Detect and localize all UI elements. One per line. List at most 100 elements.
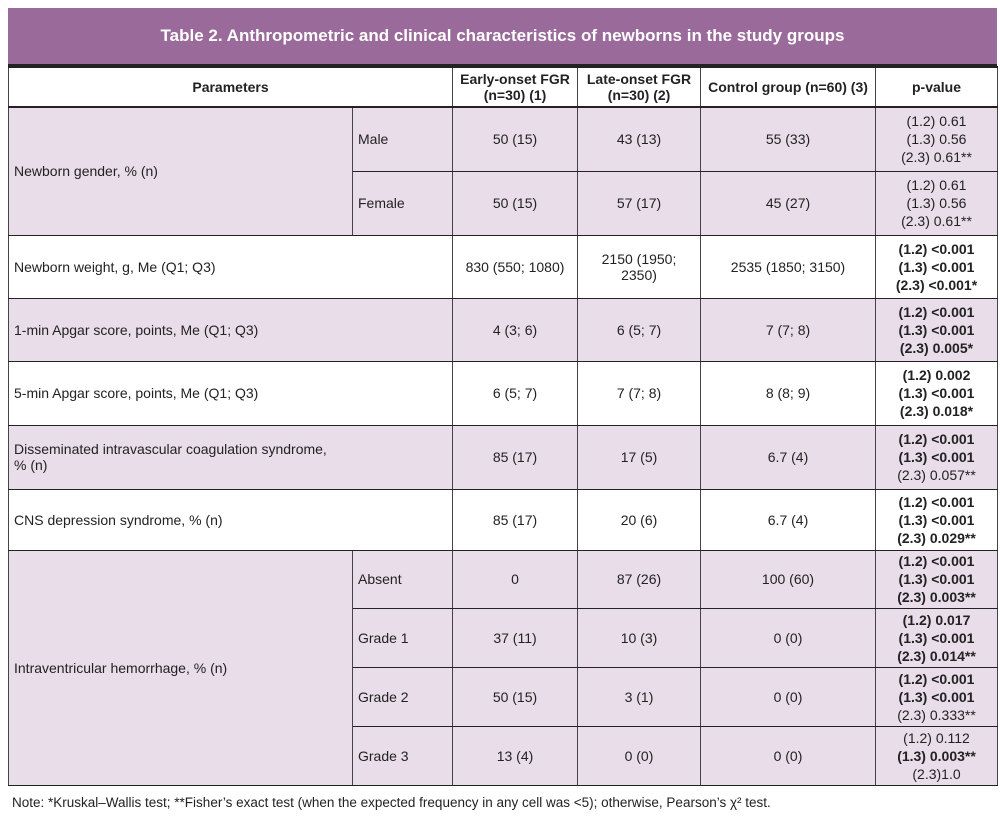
p-value-line: (2.3) <0.001* (895, 276, 978, 293)
table-note: Note: *Kruskal–Wallis test; **Fisher’s e… (12, 795, 771, 810)
column-header: Early-onset FGR (n=30) (1) (452, 66, 578, 108)
p-value-cell: (1.2) <0.001 (1.3) <0.001 (2.3) <0.001* (875, 234, 998, 299)
value-cell: 0 (0) (577, 725, 701, 786)
p-value-line: (1.2) <0.001 (898, 493, 975, 510)
p-value-line: (1.3) <0.001 (898, 571, 975, 587)
value-cell: 85 (17) (452, 424, 578, 490)
p-value-line: (1.2) <0.001 (898, 553, 975, 569)
value-cell: 2150 (1950; 2350) (577, 234, 701, 299)
p-value-cell: (1.2) 0.61 (1.3) 0.56 (2.3) 0.61** (875, 170, 998, 236)
p-value-line: (2.3) 0.057** (897, 467, 976, 483)
value-cell: 6 (5; 7) (577, 297, 701, 362)
p-value-line: (2.3) 0.005* (899, 339, 974, 356)
parameter-cell: Newborn gender, % (n) (8, 106, 353, 236)
value-cell: 45 (27) (700, 170, 876, 236)
p-value-line: (1.3) 0.003** (897, 747, 976, 764)
parameter-cell: Disseminated intravascular coagulation s… (8, 424, 453, 490)
parameter-cell: CNS depression syndrome, % (n) (8, 488, 453, 551)
subgroup-cell: Grade 3 (352, 725, 453, 786)
value-cell: 7 (7; 8) (700, 297, 876, 362)
value-cell: 13 (4) (452, 725, 578, 786)
p-value-line: (2.3)1.0 (912, 765, 961, 782)
p-value-line: (1.3) <0.001 (898, 629, 975, 646)
p-value-line: (1.2) 0.017 (902, 611, 971, 628)
p-value-line: (2.3) 0.333** (897, 706, 976, 723)
p-value-line: (1.3) <0.001 (898, 449, 975, 465)
table-row: Female 50 (15) 57 (17) 45 (27) (1.2) 0.61 (1.… (9, 170, 998, 236)
value-cell: 6 (5; 7) (452, 360, 578, 426)
subgroup-cell: Absent (352, 549, 453, 609)
value-cell: 50 (15) (452, 106, 578, 172)
p-value-line: (1.3) <0.001 (898, 511, 975, 528)
value-cell: 50 (15) (452, 170, 578, 236)
p-value-line: (2.3) 0.029** (897, 529, 976, 546)
value-cell: 0 (0) (700, 607, 876, 668)
value-cell: 10 (3) (577, 607, 701, 668)
value-cell: 100 (60) (700, 549, 876, 609)
value-cell: 87 (26) (577, 549, 701, 609)
table-row: Newborn gender, % (n) Male 50 (15) 43 (13) 5… (8, 106, 998, 236)
p-value-cell: (1.2) 0.112 (1.3) 0.003** (2.3)1.0 (875, 725, 998, 786)
parameter-cell: 1-min Apgar score, points, Me (Q1; Q3) (8, 297, 453, 362)
row-group: Intraventricular hemorrhage, % (n) Absent… (8, 549, 998, 786)
value-cell: 50 (15) (452, 666, 578, 727)
value-cell: 43 (13) (577, 106, 701, 172)
p-value-cell: (1.2) 0.61 (1.3) 0.56 (2.3) 0.61** (875, 106, 998, 172)
table-row: Grade 3 13 (4) 0 (0) 0 (0) (1.2) 0.112 (1.3) … (9, 725, 998, 786)
value-cell: 57 (17) (577, 170, 701, 236)
table-row: Newborn weight, g, Me (Q1; Q3) 830 (550; … (8, 234, 998, 299)
p-value-line: (1.2) 0.61 (906, 177, 967, 193)
table-row: Intraventricular hemorrhage, % (n) Absent… (8, 549, 998, 786)
value-cell: 0 (0) (700, 666, 876, 727)
header-row: Parameters Early-onset FGR (n=30) (1) Late… (8, 66, 998, 108)
p-value-line: (1.3) 0.56 (906, 131, 967, 148)
p-value-line: (1.2) <0.001 (898, 431, 975, 447)
column-header: Parameters (8, 66, 453, 108)
table-row: 5-min Apgar score, points, Me (Q1; Q3) 6 … (8, 360, 998, 426)
value-cell: 37 (11) (452, 607, 578, 668)
row-group: Newborn gender, % (n) Male 50 (15) 43 (13) 5… (8, 106, 998, 236)
value-cell: 0 (0) (700, 725, 876, 786)
p-value-cell: (1.2) <0.001 (1.3) <0.001 (2.3) 0.029** (875, 488, 998, 551)
p-value-cell: (1.2) 0.002 (1.3) <0.001 (2.3) 0.018* (875, 360, 998, 426)
value-cell: 830 (550; 1080) (452, 234, 578, 299)
parameter-cell: 5-min Apgar score, points, Me (Q1; Q3) (8, 360, 453, 426)
value-cell: 17 (5) (577, 424, 701, 490)
value-cell: 4 (3; 6) (452, 297, 578, 362)
p-value-cell: (1.2) <0.001 (1.3) <0.001 (2.3) 0.333** (875, 666, 998, 727)
value-cell: 6.7 (4) (700, 488, 876, 551)
row-group: Newborn weight, g, Me (Q1; Q3) 830 (550; … (8, 234, 998, 299)
p-value-cell: (1.2) <0.001 (1.3) <0.001 (2.3) 0.005* (875, 297, 998, 362)
p-value-line: (1.2) <0.001 (898, 240, 975, 257)
value-cell: 7 (7; 8) (577, 360, 701, 426)
p-value-cell: (1.2) <0.001 (1.3) <0.001 (2.3) 0.057** (875, 424, 998, 490)
p-value-line: (1.3) 0.56 (906, 195, 967, 211)
table: Parameters Early-onset FGR (n=30) (1) Late… (8, 66, 998, 786)
value-cell: 55 (33) (700, 106, 876, 172)
column-header: Late-onset FGR (n=30) (2) (577, 66, 701, 108)
p-value-cell: (1.2) <0.001 (1.3) <0.001 (2.3) 0.003** (875, 549, 998, 609)
table-row: 1-min Apgar score, points, Me (Q1; Q3) 4 … (8, 297, 998, 362)
parameter-cell: Intraventricular hemorrhage, % (n) (8, 549, 353, 786)
p-value-line: (1.2) 0.61 (906, 113, 967, 130)
table-title: Table 2. Anthropometric and clinical cha… (8, 8, 997, 66)
value-cell: 6.7 (4) (700, 424, 876, 490)
value-cell: 2535 (1850; 3150) (700, 234, 876, 299)
p-value-line: (1.2) 0.112 (903, 729, 970, 746)
p-value-line: (1.3) <0.001 (898, 258, 975, 275)
p-value-line: (1.2) 0.002 (902, 367, 971, 383)
p-value-line: (2.3) 0.61** (901, 213, 972, 229)
p-value-line: (1.3) <0.001 (898, 321, 975, 338)
value-cell: 0 (452, 549, 578, 609)
p-value-cell: (1.2) 0.017 (1.3) <0.001 (2.3) 0.014** (875, 607, 998, 668)
row-group: 5-min Apgar score, points, Me (Q1; Q3) 6 … (8, 360, 998, 426)
subgroup-cell: Male (352, 106, 453, 172)
subgroup-cell: Female (352, 170, 453, 236)
table-row: CNS depression syndrome, % (n) 85 (17) 20 … (8, 488, 998, 551)
p-value-line: (1.3) <0.001 (898, 385, 975, 401)
p-value-line: (1.3) <0.001 (898, 688, 975, 705)
p-value-line: (1.2) <0.001 (898, 303, 975, 320)
subgroup-cell: Grade 2 (352, 666, 453, 727)
column-header: Control group (n=60) (3) (700, 66, 876, 108)
